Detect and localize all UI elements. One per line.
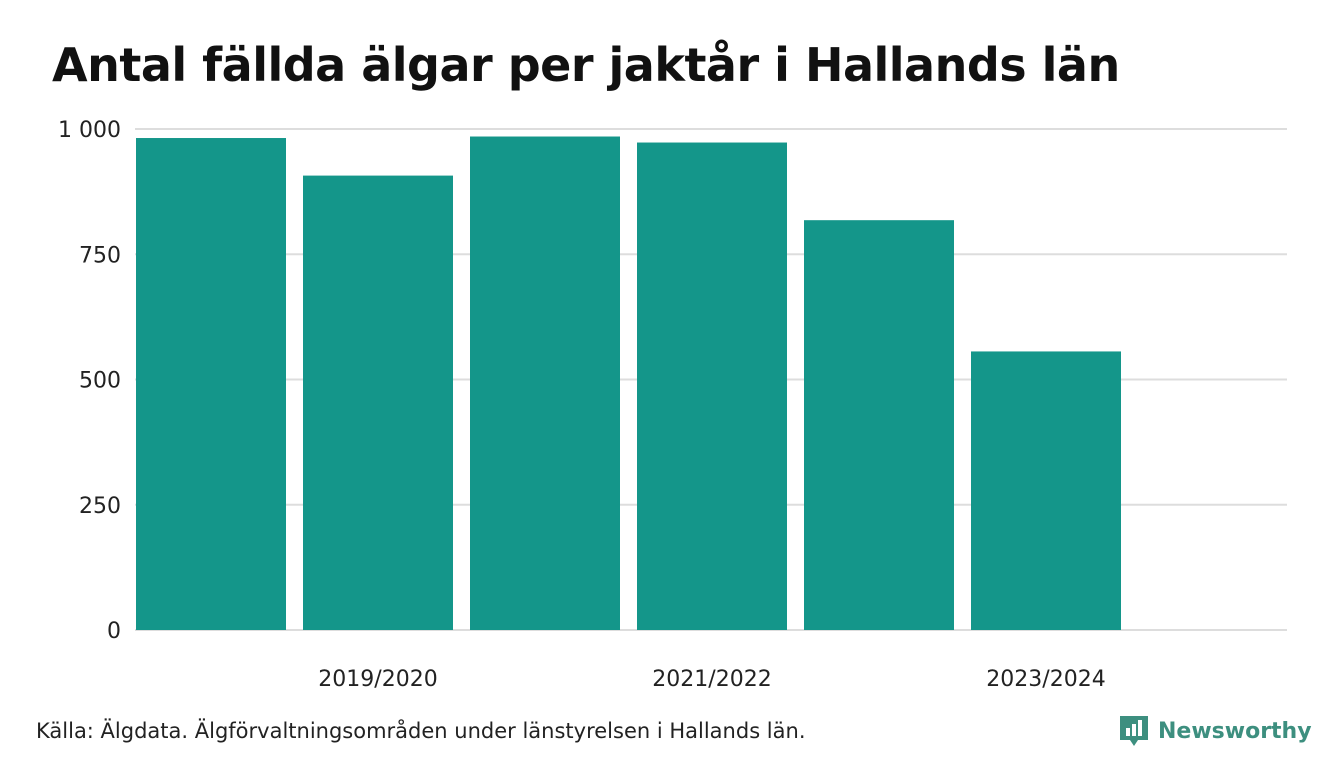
y-tick-label: 0 xyxy=(107,619,121,644)
newsworthy-logo-icon xyxy=(1120,716,1148,746)
bars xyxy=(136,136,1121,631)
y-tick-label: 500 xyxy=(79,369,121,394)
source-note: Källa: Älgdata. Älgförvaltningsområden u… xyxy=(36,719,806,743)
x-axis-tick-labels: 2019/2020 2021/2022 2023/2024 xyxy=(318,667,1105,692)
bar-2021-2022 xyxy=(637,142,787,631)
y-tick-label: 250 xyxy=(79,494,121,519)
y-tick-label: 750 xyxy=(79,243,121,268)
chart-title: Antal fällda älgar per jaktår i Hallands… xyxy=(52,38,1120,92)
bar-2018-2019 xyxy=(136,138,286,630)
x-tick-label: 2019/2020 xyxy=(318,667,437,692)
bar-2023-2024 xyxy=(971,351,1121,630)
brand-logo: Newsworthy xyxy=(1118,714,1312,748)
bar-2019-2020 xyxy=(303,175,453,630)
bar-2022-2023 xyxy=(804,220,954,630)
x-tick-label: 2021/2022 xyxy=(652,667,771,692)
x-tick-label: 2023/2024 xyxy=(986,667,1105,692)
bar-chart: 0 250 500 750 1 000 2019/2020 2021/2022 2023/2… xyxy=(58,118,1287,692)
brand-name: Newsworthy xyxy=(1158,718,1312,744)
y-tick-label: 1 000 xyxy=(58,118,121,143)
y-axis-tick-labels: 0 250 500 750 1 000 xyxy=(58,118,121,644)
bar-2020-2021 xyxy=(470,136,620,630)
